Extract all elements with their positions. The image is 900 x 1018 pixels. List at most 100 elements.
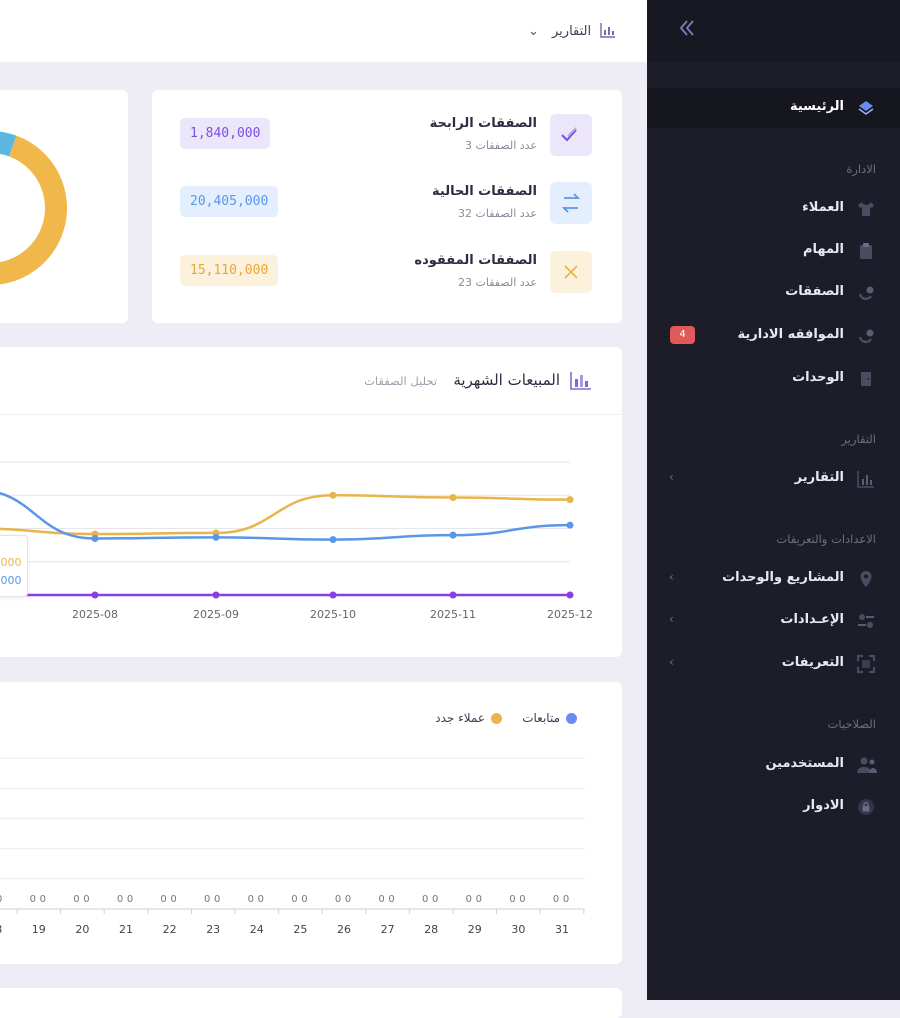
sidebar-item-users[interactable]: المستخدمين (647, 745, 900, 785)
divider (0, 414, 622, 415)
deals-donut-chart (0, 131, 67, 285)
x-tick-label: 31 (555, 923, 569, 936)
lost-deals-title: الصفقات المفقوده (414, 253, 537, 268)
data-label: 0 (388, 894, 394, 905)
x-tick-label: 25 (293, 923, 307, 936)
data-point (212, 591, 220, 599)
x-tick-label: 28 (424, 923, 438, 936)
reports-menu[interactable]: ⌄ التقارير (528, 20, 616, 40)
data-label: 0 (335, 894, 341, 905)
sidebar-item-label: الوحدات (792, 370, 844, 385)
current-deals-count: عدد الصفقات 32 (457, 207, 537, 220)
data-label: 0 (378, 894, 384, 905)
sidebar-item-approvals[interactable]: 4 الموافقه الادارية (647, 316, 900, 356)
data-label: 0 (204, 894, 210, 905)
section-permissions: الصلاحيات (827, 717, 876, 731)
frame-icon (857, 655, 875, 673)
section-settings: الاعدادات والتعريفات (776, 532, 876, 546)
data-point (449, 531, 457, 539)
lost-deals-value: 15,110,000 (180, 255, 279, 286)
legend-new-clients[interactable]: عملاء جدد (435, 711, 502, 725)
data-point (449, 591, 457, 599)
sidebar-header (647, 0, 900, 62)
sidebar-item-reports[interactable]: ‹ التقارير (647, 459, 900, 499)
sidebar-item-tasks[interactable]: المهام (647, 231, 900, 271)
data-point (91, 534, 99, 542)
donut-slice (0, 131, 17, 157)
data-point (566, 496, 574, 504)
data-label: 0 (466, 894, 472, 905)
deals-icon (858, 286, 874, 301)
deals-summary-card: الصفقات الرابحة عدد الصفقات 3 1,840,000 … (152, 90, 622, 323)
data-label: 0 (248, 894, 254, 905)
lock-icon (858, 799, 874, 815)
legend-followups-label: متابعات (522, 711, 560, 725)
bar-chart-icon (600, 23, 616, 38)
x-tick-label: 2025-09 (193, 608, 239, 621)
data-label: 0 (258, 894, 264, 905)
sidebar-item-label: الادوار (803, 798, 844, 813)
current-deals-row[interactable]: الصفقات الحالية عدد الصفقات 32 20,405,00… (152, 182, 622, 238)
sidebar-item-label: المستخدمين (765, 756, 844, 771)
sidebar-item-units[interactable]: الوحدات (647, 359, 900, 399)
data-point (329, 491, 337, 499)
sidebar-item-definitions[interactable]: ‹ التعريفات (647, 644, 900, 684)
chevron-left-icon: ‹ (669, 655, 674, 669)
sidebar-item-projects[interactable]: ‹ المشاريع والوحدات (647, 559, 900, 599)
legend-followups[interactable]: متابعات (522, 711, 577, 725)
data-label: 0 (291, 894, 297, 905)
chevron-left-icon: ‹ (669, 470, 674, 484)
sidebar-item-roles[interactable]: الادوار (647, 787, 900, 827)
deals-icon (858, 329, 874, 344)
data-label: 0 (422, 894, 428, 905)
sidebar: الرئيسية الادارة العملاء المهام الصفقات … (647, 0, 900, 1000)
sidebar-item-settings[interactable]: ‹ الإعـدادات (647, 601, 900, 641)
clipboard-icon (860, 243, 872, 259)
donut-slice (0, 135, 67, 285)
won-deals-value: 1,840,000 (180, 118, 271, 149)
chevron-left-icon: ‹ (669, 612, 674, 626)
won-deals-title: الصفقات الرابحة (429, 116, 537, 131)
tooltip-value: ,000 (0, 556, 22, 569)
sidebar-item-label: الموافقه الادارية (737, 327, 844, 342)
approvals-badge: 4 (670, 326, 695, 344)
sidebar-item-home[interactable]: الرئيسية (647, 88, 900, 128)
data-label: 0 (0, 894, 2, 905)
series-line-0 (0, 493, 571, 536)
data-label: 0 (509, 894, 515, 905)
shirt-icon (858, 202, 874, 216)
x-tick-label: 27 (381, 923, 395, 936)
data-label: 0 (127, 894, 133, 905)
sidebar-item-label: الإعـدادات (780, 612, 844, 627)
toggles-icon (858, 614, 874, 628)
double-chevron-left-icon[interactable] (677, 18, 701, 42)
lost-deals-row[interactable]: الصفقات المفقوده عدد الصفقات 23 15,110,0… (152, 251, 622, 307)
data-point (566, 521, 574, 529)
data-point (449, 493, 457, 501)
x-tick-label: 21 (119, 923, 133, 936)
sidebar-item-label: العملاء (802, 200, 844, 215)
sidebar-item-label: المشاريع والوحدات (722, 570, 844, 585)
x-tick-label: 29 (468, 923, 482, 936)
data-point (212, 533, 220, 541)
sidebar-item-deals[interactable]: الصفقات (647, 273, 900, 313)
section-admin: الادارة (846, 162, 876, 176)
dot-icon (566, 713, 577, 724)
data-label: 0 (553, 894, 559, 905)
data-label: 0 (30, 894, 36, 905)
x-tick-label: 24 (250, 923, 264, 936)
chevron-down-icon: ⌄ (528, 24, 539, 39)
daily-activity-card: متابعات عملاء جدد 0018001900200021002200… (0, 682, 622, 964)
monthly-sales-card: المبيعات الشهرية تحليل الصفقات 2025-08 20… (0, 347, 622, 657)
data-label: 0 (214, 894, 220, 905)
reports-menu-label: التقارير (552, 24, 592, 39)
sidebar-item-clients[interactable]: العملاء (647, 189, 900, 229)
bar-chart-icon (570, 372, 591, 390)
won-deals-row[interactable]: الصفقات الرابحة عدد الصفقات 3 1,840,000 (152, 114, 622, 170)
won-deals-count: عدد الصفقات 3 (464, 139, 537, 152)
data-point (566, 591, 574, 599)
data-label: 0 (160, 894, 166, 905)
x-tick-label: 2025-11 (430, 608, 476, 621)
current-deals-value: 20,405,000 (180, 186, 279, 217)
x-tick-label: 2025-12 (547, 608, 593, 621)
